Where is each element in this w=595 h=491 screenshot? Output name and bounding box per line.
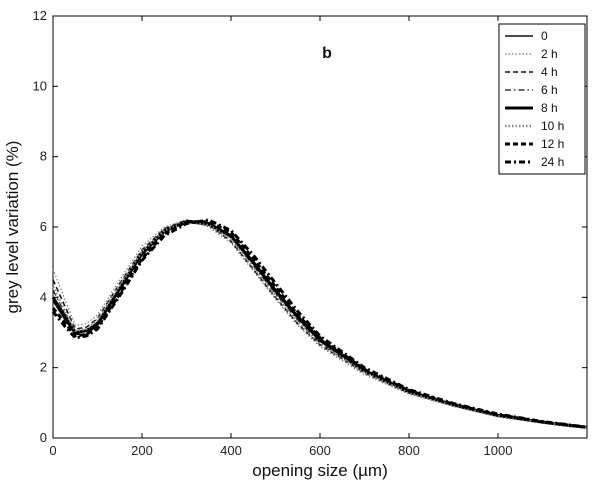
legend-entry-label: 12 h: [541, 137, 564, 151]
panel-label: b: [322, 45, 332, 62]
y-tick-label: 2: [40, 360, 47, 375]
series-line: [51, 220, 588, 429]
y-tick-label: 4: [40, 289, 47, 304]
x-axis-title: opening size (µm): [252, 461, 387, 480]
series-layer: [51, 218, 588, 430]
legend-entry-label: 4 h: [541, 65, 558, 79]
legend-entry-label: 24 h: [541, 155, 564, 169]
legend-entry-label: 2 h: [541, 47, 558, 61]
y-tick-label: 8: [40, 149, 47, 164]
y-tick-label: 6: [40, 219, 47, 234]
y-tick-label: 12: [33, 8, 47, 23]
legend-box: [498, 23, 586, 175]
y-tick-label: 10: [33, 78, 47, 93]
legend-entry-label: 0: [541, 29, 548, 43]
y-axis-title: grey level variation (%): [3, 141, 22, 314]
legend-entry-label: 6 h: [541, 83, 558, 97]
x-tick-label: 0: [49, 443, 56, 458]
axes-layer: 0 200 400 600 800 1000 0 2 4 6 8 10 12: [33, 8, 587, 458]
series-line: [51, 220, 588, 430]
x-tick-label: 600: [309, 443, 331, 458]
x-tick-label: 1000: [484, 443, 513, 458]
series-line: [51, 218, 588, 429]
x-tick-label: 400: [220, 443, 242, 458]
y-tick-label: 0: [40, 430, 47, 445]
legend: 0 2 h 4 h 6 h 8 h 10 h 12 h 24 h: [498, 23, 586, 175]
legend-entry-label: 10 h: [541, 119, 564, 133]
series-line: [52, 219, 588, 429]
x-tick-label: 200: [131, 443, 153, 458]
plot-area: [52, 15, 588, 439]
x-tick-label: 800: [398, 443, 420, 458]
legend-entry-label: 8 h: [541, 101, 558, 115]
